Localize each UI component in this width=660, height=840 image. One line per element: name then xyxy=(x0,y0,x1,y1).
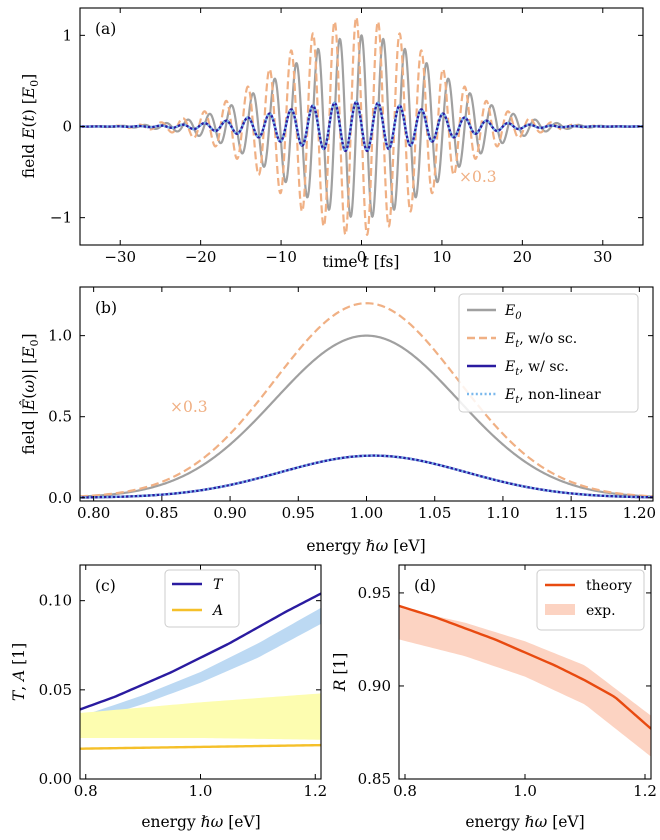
plot-area-a xyxy=(80,16,643,236)
legend-label-b-2: Et, w/ sc. xyxy=(504,359,569,378)
legend-frame-b xyxy=(458,293,639,413)
x-tick-label-b: 0.85 xyxy=(145,504,178,522)
x-tick-label-b: 1.20 xyxy=(623,504,656,522)
panel-b: 0.80 0.85 0.90 0.95 1.00 1.05 1.10 1.15 1.20 0.0 0… xyxy=(20,286,656,555)
legend-label-b-1: Et, w/o sc. xyxy=(504,331,577,350)
x-tick-label-c: 1.0 xyxy=(189,782,213,800)
x-tick-label-c: 1.2 xyxy=(303,782,327,800)
panel-label-a: (a) xyxy=(95,20,116,38)
band-c-1 xyxy=(80,693,321,740)
x-tick-label-b: 1.15 xyxy=(554,504,587,522)
x-tick-label-b: 1.10 xyxy=(486,504,519,522)
x-tick-label-a: −20 xyxy=(185,248,217,266)
y-tick-label-d: 0.95 xyxy=(358,584,391,602)
x-tick-label-a: 0 xyxy=(357,248,367,266)
plot-area-c xyxy=(80,592,321,750)
x-tick-label-d: 0.8 xyxy=(393,782,417,800)
y-tick-label-a: 1 xyxy=(62,26,72,44)
y-axis-label-b: field |Ê(ω)| [E0] xyxy=(20,333,41,454)
series-line-a-3 xyxy=(80,100,643,153)
annotation-a: ×0.3 xyxy=(459,168,497,186)
y-axis-label-d: R [1] xyxy=(331,653,349,693)
x-tick-label-a: −10 xyxy=(265,248,297,266)
series-line-c-0 xyxy=(80,592,321,711)
plot-area-d xyxy=(399,604,651,757)
legend-label-d-0: theory xyxy=(586,578,632,594)
x-axis-label-d: energy ℏω [eV] xyxy=(465,813,584,831)
x-tick-label-a: −30 xyxy=(104,248,136,266)
y-axis-label-c: T, A [1] xyxy=(10,643,28,701)
x-tick-label-b: 0.80 xyxy=(77,504,110,522)
series-line-c-1 xyxy=(80,743,321,750)
series-line-b-1 xyxy=(80,302,653,498)
x-axis-label-c: energy ℏω [eV] xyxy=(141,813,260,831)
legend-b: E0 Et, w/o sc. Et, w/ sc. Et, non-linear xyxy=(458,293,639,413)
legend-label-b-0: E0 xyxy=(504,303,522,322)
x-tick-label-d: 1.2 xyxy=(633,782,657,800)
x-tick-label-b: 0.90 xyxy=(213,504,246,522)
panel-label-b: (b) xyxy=(95,299,117,317)
series-line-d-0 xyxy=(399,604,651,730)
band-d-0 xyxy=(399,607,651,757)
panel-label-c: (c) xyxy=(95,577,116,595)
x-tick-label-b: 1.05 xyxy=(418,504,451,522)
series-line-b-3 xyxy=(80,454,653,499)
legend-swatch-d-1 xyxy=(545,604,575,615)
y-tick-label-c: 0.10 xyxy=(39,592,72,610)
legend-label-c-0: T xyxy=(213,577,224,593)
x-axis-label-a: time t [fs] xyxy=(323,253,400,271)
y-tick-label-a: −1 xyxy=(50,209,72,227)
x-tick-label-a: 10 xyxy=(432,248,451,266)
y-tick-label-b: 1.0 xyxy=(48,327,72,345)
panel-c: 0.8 1.0 1.2 0.00 0.05 0.10 (c) energy ℏω [eV] T,… xyxy=(10,564,327,831)
x-tick-label-d: 1.0 xyxy=(513,782,537,800)
y-tick-label-c: 0.05 xyxy=(39,681,72,699)
legend-label-c-1: A xyxy=(211,603,223,619)
y-tick-label-d: 0.85 xyxy=(358,770,391,788)
x-tick-label-c: 0.8 xyxy=(74,782,98,800)
y-tick-label-c: 0.00 xyxy=(39,770,72,788)
x-axis-label-b: energy ℏω [eV] xyxy=(306,537,425,555)
panel-d: 0.8 1.0 1.2 0.85 0.90 0.95 (d) energy ℏω [eV] R … xyxy=(331,564,657,831)
y-axis-label-a: field E(t) [E0] xyxy=(20,74,41,178)
x-tick-label-a: 30 xyxy=(593,248,612,266)
y-tick-label-b: 0.0 xyxy=(48,489,72,507)
series-line-b-2 xyxy=(80,454,653,499)
annotation-b: ×0.3 xyxy=(170,398,208,416)
x-tick-label-a: 20 xyxy=(513,248,532,266)
y-tick-label-d: 0.90 xyxy=(358,677,391,695)
series-line-b-0 xyxy=(80,334,653,498)
legend-label-b-3: Et, non-linear xyxy=(504,387,601,406)
legend-d: theory exp. xyxy=(536,569,645,631)
y-tick-label-b: 0.5 xyxy=(48,408,72,426)
legend-label-d-1: exp. xyxy=(586,603,616,619)
legend-c: TA xyxy=(164,569,240,628)
x-tick-label-b: 0.95 xyxy=(282,504,315,522)
y-tick-label-a: 0 xyxy=(62,118,72,136)
panel-label-d: (d) xyxy=(414,577,436,595)
plot-area-b xyxy=(80,302,653,499)
series-line-a-0 xyxy=(80,34,643,218)
legend-frame-c xyxy=(164,569,240,628)
x-tick-label-b: 1.00 xyxy=(350,504,383,522)
